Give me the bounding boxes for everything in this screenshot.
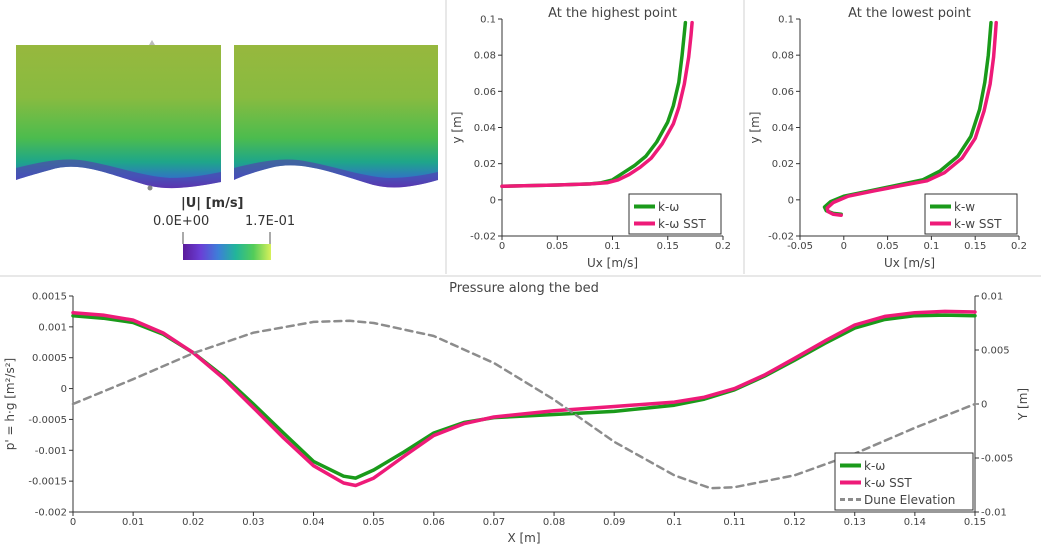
y-tick-label: 0 (490, 195, 496, 206)
chart-title: At the highest point (548, 6, 677, 21)
x-tick-label: 0.1 (923, 241, 939, 252)
highest-point-chart: At the highest point 0 0.05 0.1 0.15 0.2 -0.02… (450, 6, 731, 270)
legend-label: k-ω (864, 459, 885, 473)
contour-panel: |U| [m/s] 0.0E+00 1.7E-01 (0, 0, 444, 274)
y-axis-label: y [m] (748, 112, 762, 144)
legend-label: k-ω SST (864, 476, 912, 490)
highest-point-chart-panel: At the highest point 0 0.05 0.1 0.15 0.2 -0.02… (447, 0, 742, 274)
legend-label: Dune Elevation (864, 493, 955, 507)
legend-label: k-ω SST (658, 217, 706, 231)
y-tick-label: 0.001 (38, 322, 67, 333)
x-tick-label: 0.04 (302, 517, 324, 528)
separator (0, 275, 1041, 277)
y-tick-label: 0.1 (778, 15, 794, 26)
lowest-point-chart-panel: At the lowest point -0.05 0 0.05 0.1 0.15 0.2 -… (745, 0, 1041, 274)
y-right-tick-label: 0.005 (981, 346, 1010, 357)
x-tick-label: -0.05 (787, 241, 813, 252)
colorbar (182, 232, 271, 260)
y-tick-label: 0.06 (474, 87, 496, 98)
x-tick-label: 0.13 (844, 517, 866, 528)
y-tick-label: 0.1 (480, 15, 496, 26)
velocity-contour-image (16, 40, 438, 191)
series-line (825, 20, 998, 217)
x-tick-label: 0.1 (605, 241, 621, 252)
x-tick-label: 0 (841, 241, 847, 252)
x-tick-label: 0 (499, 241, 505, 252)
y-tick-label: -0.0015 (28, 477, 67, 488)
y-tick-label: 0.08 (772, 51, 794, 62)
x-tick-label: 0.03 (242, 517, 264, 528)
legend-box (924, 193, 1018, 235)
y-tick-label: -0.0005 (28, 415, 67, 426)
x-tick-label: 0.05 (876, 241, 898, 252)
x-tick-label: 0.05 (546, 241, 568, 252)
series-line (71, 309, 977, 488)
chart-title: At the lowest point (848, 6, 971, 21)
x-tick-label: 0 (70, 517, 76, 528)
y-tick-label: -0.001 (35, 446, 67, 457)
x-tick-label: 0.14 (904, 517, 926, 528)
x-tick-label: 0.2 (1011, 241, 1027, 252)
separator (445, 0, 447, 274)
x-tick-label: 0.1 (666, 517, 682, 528)
legend-label: k-ω (658, 200, 679, 214)
y-tick-label: -0.002 (35, 508, 67, 519)
x-tick-label: 0.11 (723, 517, 745, 528)
x-tick-label: 0.02 (182, 517, 204, 528)
y-tick-label: 0.0015 (32, 292, 67, 303)
x-tick-label: 0.15 (657, 241, 679, 252)
chart-title: Pressure along the bed (449, 281, 599, 296)
legend-box (628, 193, 722, 235)
x-tick-label: 0.05 (363, 517, 385, 528)
separator (743, 0, 745, 274)
y-right-tick-label: -0.01 (981, 508, 1007, 519)
y-axis-label: y [m] (450, 112, 464, 144)
y-tick-label: 0.06 (772, 87, 794, 98)
series-line (500, 20, 694, 189)
y-tick-label: -0.02 (768, 232, 794, 243)
y-tick-label: 0.04 (474, 123, 496, 134)
lowest-point-chart: At the lowest point -0.05 0 0.05 0.1 0.15 0.2 -… (748, 6, 1027, 270)
y-tick-label: 0.02 (474, 159, 496, 170)
colorbar-min-label: 0.0E+00 (153, 214, 210, 229)
y-right-tick-label: 0.01 (981, 292, 1003, 303)
x-axis-label: X [m] (507, 531, 540, 545)
x-axis-label: Ux [m/s] (587, 256, 638, 270)
y-right-axis-label: Y [m] (1016, 388, 1030, 421)
x-axis-label: Ux [m/s] (884, 256, 935, 270)
x-tick-label: 0.01 (122, 517, 144, 528)
x-tick-label: 0.07 (483, 517, 505, 528)
x-tick-label: 0.15 (964, 241, 986, 252)
x-tick-label: 0.08 (543, 517, 565, 528)
x-tick-label: 0.15 (964, 517, 986, 528)
x-tick-label: 0.09 (603, 517, 625, 528)
y-tick-label: 0.04 (772, 123, 794, 134)
y-tick-label: 0 (788, 195, 794, 206)
colorbar-max-label: 1.7E-01 (245, 214, 296, 229)
series-line (500, 20, 688, 189)
x-tick-label: 0.06 (423, 517, 445, 528)
legend-label: k-w SST (954, 217, 1002, 231)
legend-label: k-w (954, 200, 975, 214)
pressure-chart-panel: Pressure along the bed 0 0.01 0.02 0.03 0.04 0… (0, 277, 1041, 554)
colorbar-title: |U| [m/s] (181, 196, 244, 211)
y-tick-label: 0.08 (474, 51, 496, 62)
x-tick-label: 0.12 (783, 517, 805, 528)
y-tick-label: 0.0005 (32, 353, 67, 364)
y-tick-label: 0.02 (772, 159, 794, 170)
series-line (71, 319, 977, 490)
y-right-tick-label: -0.005 (981, 454, 1013, 465)
y-axis-label: p' = h·g [m²/s²] (3, 358, 17, 450)
y-tick-label: -0.02 (470, 232, 496, 243)
pressure-chart: Pressure along the bed 0 0.01 0.02 0.03 0.04 0… (3, 281, 1030, 545)
y-tick-label: 0 (61, 384, 67, 395)
x-tick-label: 0.2 (715, 241, 731, 252)
y-right-tick-label: 0 (981, 400, 987, 411)
